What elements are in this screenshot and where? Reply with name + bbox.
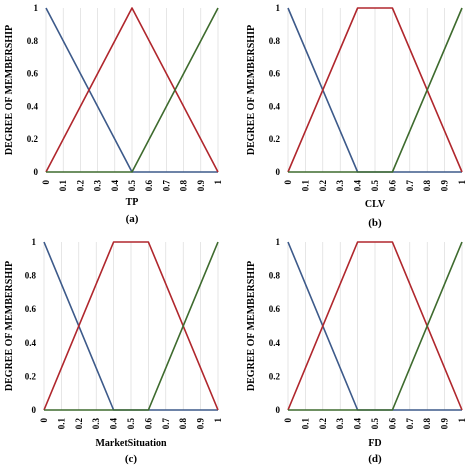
x-tick-label: 0.1 bbox=[300, 418, 310, 430]
y-tick-label: 1 bbox=[276, 3, 281, 13]
y-tick-label: 1 bbox=[276, 237, 281, 247]
y-tick-label: 0.6 bbox=[27, 69, 39, 79]
x-tick-label: 0.9 bbox=[440, 180, 450, 192]
y-tick-label: 0.4 bbox=[25, 338, 37, 348]
y-tick-label: 0.8 bbox=[269, 36, 281, 46]
x-tick-label: 0 bbox=[39, 418, 49, 423]
y-tick-label: 0.8 bbox=[269, 271, 281, 281]
x-tick-label: 1 bbox=[457, 180, 467, 185]
x-tick-label: 0 bbox=[41, 180, 51, 185]
y-tick-label: 0.8 bbox=[25, 271, 37, 281]
series-line-2 bbox=[46, 7, 219, 173]
y-axis-title: DEGREE OF MEMBERSHIP bbox=[4, 261, 15, 391]
x-tick-label: 0.4 bbox=[353, 180, 363, 192]
x-axis-title: TP bbox=[126, 197, 139, 208]
x-tick-label: 0.4 bbox=[110, 180, 120, 192]
x-tick-label: 0.8 bbox=[179, 180, 189, 192]
x-tick-label: 1 bbox=[213, 418, 223, 423]
x-tick-label: 0.7 bbox=[405, 418, 415, 430]
x-tick-label: 0.1 bbox=[56, 418, 66, 430]
x-tick-label: 0.7 bbox=[405, 180, 415, 192]
x-tick-label: 0.6 bbox=[144, 180, 154, 192]
x-tick-label: 1 bbox=[213, 180, 223, 185]
x-tick-label: 0.3 bbox=[93, 180, 103, 192]
x-tick-label: 0.9 bbox=[196, 180, 206, 192]
y-tick-label: 1 bbox=[32, 237, 37, 247]
y-axis-title: DEGREE OF MEMBERSHIP bbox=[246, 261, 257, 391]
y-tick-label: 0.4 bbox=[269, 338, 281, 348]
y-tick-label: 0.2 bbox=[27, 134, 39, 144]
y-tick-label: 0.6 bbox=[25, 304, 37, 314]
x-tick-label: 0.2 bbox=[318, 418, 328, 430]
y-tick-label: 0.2 bbox=[269, 134, 281, 144]
x-tick-label: 0.3 bbox=[335, 180, 345, 192]
y-axis-title: DEGREE OF MEMBERSHIP bbox=[4, 25, 15, 155]
x-tick-label: 0.6 bbox=[387, 180, 397, 192]
series-line-2 bbox=[44, 241, 219, 411]
x-tick-label: 0.2 bbox=[74, 418, 84, 430]
x-tick-label: 0.8 bbox=[422, 180, 432, 192]
y-tick-label: 0.6 bbox=[269, 304, 281, 314]
y-axis-title: DEGREE OF MEMBERSHIP bbox=[246, 25, 257, 155]
panel-letter: (d) bbox=[368, 453, 382, 465]
x-tick-label: 0.4 bbox=[109, 418, 119, 430]
x-tick-label: 0.7 bbox=[161, 418, 171, 430]
chart-panel-c: 0 0.2 0.4 0.6 0.8 1 0 0.1 0.2 0.3 0.4 0.5 0.6 0.7 0.8 0… bbox=[4, 237, 223, 465]
y-tick-label: 0.4 bbox=[27, 101, 39, 111]
x-tick-label: 0.5 bbox=[370, 418, 380, 430]
y-tick-label: 0.4 bbox=[269, 101, 281, 111]
y-tick-label: 0 bbox=[276, 405, 281, 415]
x-tick-label: 0.5 bbox=[370, 180, 380, 192]
x-tick-label: 0.2 bbox=[318, 180, 328, 192]
panel-letter: (b) bbox=[368, 217, 382, 229]
x-axis-title: MarketSituation bbox=[95, 438, 167, 449]
x-tick-label: 0.4 bbox=[353, 418, 363, 430]
panel-letter: (a) bbox=[126, 213, 139, 225]
y-tick-label: 0.2 bbox=[25, 371, 37, 381]
chart-panel-b: 0 0.2 0.4 0.6 0.8 1 0 0.1 0.2 0.3 0.4 0.5 0.6 0.7 0.8 0… bbox=[246, 3, 467, 229]
y-tick-label: 0.6 bbox=[269, 69, 281, 79]
x-tick-label: 0.7 bbox=[161, 180, 171, 192]
x-tick-label: 0.6 bbox=[387, 418, 397, 430]
y-tick-label: 0 bbox=[276, 167, 281, 177]
x-tick-label: 0.8 bbox=[178, 418, 188, 430]
panel-letter: (c) bbox=[125, 453, 138, 465]
x-tick-label: 0 bbox=[283, 418, 293, 423]
x-axis-title: FD bbox=[368, 438, 381, 449]
y-tick-label: 0 bbox=[34, 167, 39, 177]
x-tick-label: 0.5 bbox=[127, 180, 137, 192]
x-tick-label: 0 bbox=[283, 180, 293, 185]
y-tick-label: 1 bbox=[34, 3, 39, 13]
series-line-2 bbox=[288, 241, 463, 411]
x-tick-label: 0.9 bbox=[196, 418, 206, 430]
series-line-2 bbox=[288, 7, 463, 173]
x-tick-label: 0.1 bbox=[58, 180, 68, 192]
x-tick-label: 1 bbox=[457, 418, 467, 423]
x-tick-label: 0.5 bbox=[126, 418, 136, 430]
x-tick-label: 0.1 bbox=[300, 180, 310, 192]
x-tick-label: 0.9 bbox=[440, 418, 450, 430]
x-tick-label: 0.3 bbox=[335, 418, 345, 430]
x-tick-label: 0.3 bbox=[91, 418, 101, 430]
chart-panel-d: 0 0.2 0.4 0.6 0.8 1 0 0.1 0.2 0.3 0.4 0.5 0.6 0.7 0.8 0… bbox=[246, 237, 467, 465]
chart-panel-a: 0 0.2 0.4 0.6 0.8 1 0 0.1 0.2 0.3 0.4 0.5 0.6 0.7 0.8 0… bbox=[4, 3, 223, 225]
x-tick-label: 0.2 bbox=[75, 180, 85, 192]
x-axis-title: CLV bbox=[365, 199, 386, 210]
x-tick-label: 0.6 bbox=[143, 418, 153, 430]
y-tick-label: 0 bbox=[32, 405, 37, 415]
series-line-1 bbox=[45, 7, 219, 173]
y-tick-label: 0.2 bbox=[269, 371, 281, 381]
y-tick-label: 0.8 bbox=[27, 36, 39, 46]
x-tick-label: 0.8 bbox=[422, 418, 432, 430]
